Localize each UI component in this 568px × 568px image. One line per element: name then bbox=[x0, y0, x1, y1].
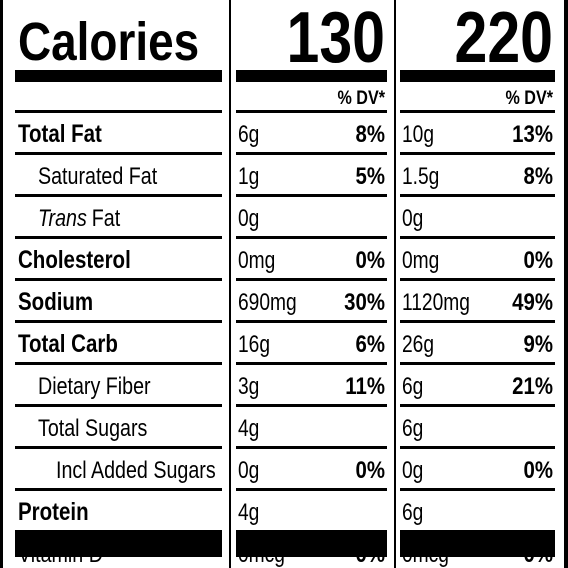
rule bbox=[15, 362, 222, 365]
amount: 0mcg bbox=[402, 540, 449, 568]
rule bbox=[236, 404, 387, 407]
right-border bbox=[564, 0, 568, 568]
amount: 6g bbox=[238, 120, 259, 148]
row-label: Protein bbox=[18, 497, 89, 525]
rule bbox=[400, 194, 555, 197]
calories-value: 130 bbox=[287, 0, 385, 77]
percent-dv: 0% bbox=[356, 456, 386, 483]
rule bbox=[400, 236, 555, 239]
rule bbox=[400, 362, 555, 365]
rule bbox=[400, 320, 555, 323]
amount: 0mcg bbox=[238, 540, 285, 568]
rule bbox=[15, 404, 222, 407]
rule bbox=[15, 152, 222, 155]
left-border bbox=[0, 0, 3, 568]
rule bbox=[400, 446, 555, 449]
rule bbox=[400, 110, 555, 113]
row-label: Cholesterol bbox=[18, 245, 131, 273]
rule bbox=[400, 404, 555, 407]
column-divider bbox=[394, 0, 396, 568]
rule bbox=[15, 488, 222, 491]
rule bbox=[236, 70, 387, 82]
rule bbox=[400, 70, 555, 82]
rule bbox=[236, 110, 387, 113]
percent-dv: 5% bbox=[356, 162, 386, 189]
rule bbox=[236, 320, 387, 323]
rule bbox=[15, 236, 222, 239]
amount: 10g bbox=[402, 120, 434, 148]
rule bbox=[236, 278, 387, 281]
amount: 3g bbox=[238, 372, 259, 400]
row-label: Dietary Fiber bbox=[38, 372, 151, 399]
amount: 0g bbox=[238, 204, 259, 232]
rule bbox=[236, 236, 387, 239]
amount: 4g bbox=[238, 498, 259, 526]
amount: 6g bbox=[402, 414, 423, 442]
calories-value: 220 bbox=[455, 0, 553, 77]
amount: 1120mg bbox=[402, 288, 470, 316]
amount: 1g bbox=[238, 162, 259, 190]
percent-dv: 8% bbox=[356, 120, 386, 147]
percent-dv: 49% bbox=[512, 288, 553, 315]
label-italic: Trans bbox=[38, 204, 87, 231]
column-divider bbox=[229, 0, 231, 568]
rule bbox=[15, 110, 222, 113]
rule bbox=[236, 362, 387, 365]
rule bbox=[15, 70, 222, 82]
rule bbox=[15, 530, 222, 557]
percent-dv: 9% bbox=[524, 330, 554, 357]
row-label: Vitamin D bbox=[18, 540, 103, 567]
amount: 16g bbox=[238, 330, 270, 358]
row-label: Trans Fat bbox=[38, 204, 120, 231]
percent-dv: 6% bbox=[356, 330, 386, 357]
percent-dv: 0% bbox=[524, 456, 554, 483]
rule bbox=[400, 530, 555, 557]
rule bbox=[15, 320, 222, 323]
percent-dv: 21% bbox=[512, 372, 553, 399]
rule bbox=[15, 278, 222, 281]
rule bbox=[236, 488, 387, 491]
rule bbox=[400, 278, 555, 281]
row-label: Total Carb bbox=[18, 329, 118, 357]
row-label: Total Fat bbox=[18, 119, 102, 147]
percent-dv: 30% bbox=[344, 288, 385, 315]
amount: 26g bbox=[402, 330, 434, 358]
percent-dv: 0% bbox=[524, 540, 554, 567]
row-label: Saturated Fat bbox=[38, 162, 157, 189]
rule bbox=[236, 446, 387, 449]
amount: 0mg bbox=[402, 246, 439, 274]
calories-label: Calories bbox=[18, 12, 199, 72]
amount: 1.5g bbox=[402, 162, 439, 190]
amount: 690mg bbox=[238, 288, 297, 316]
amount: 0g bbox=[402, 204, 423, 232]
rule bbox=[236, 530, 387, 557]
dv-header: % DV* bbox=[505, 87, 553, 109]
amount: 0g bbox=[402, 456, 423, 484]
amount: 0g bbox=[238, 456, 259, 484]
rule bbox=[236, 152, 387, 155]
dv-header: % DV* bbox=[337, 87, 385, 109]
percent-dv: 13% bbox=[512, 120, 553, 147]
percent-dv: 0% bbox=[356, 540, 386, 567]
percent-dv: 11% bbox=[345, 372, 385, 399]
amount: 6g bbox=[402, 498, 423, 526]
rule bbox=[236, 194, 387, 197]
rule bbox=[400, 488, 555, 491]
amount: 4g bbox=[238, 414, 259, 442]
row-label: Incl Added Sugars bbox=[56, 456, 216, 483]
percent-dv: 0% bbox=[524, 246, 554, 273]
amount: 0mg bbox=[238, 246, 275, 274]
amount: 6g bbox=[402, 372, 423, 400]
rule bbox=[15, 194, 222, 197]
rule bbox=[15, 446, 222, 449]
label-text: Fat bbox=[92, 204, 120, 231]
percent-dv: 0% bbox=[356, 246, 386, 273]
row-label: Sodium bbox=[18, 287, 93, 315]
row-label: Total Sugars bbox=[38, 414, 147, 441]
percent-dv: 8% bbox=[524, 162, 554, 189]
rule bbox=[400, 152, 555, 155]
